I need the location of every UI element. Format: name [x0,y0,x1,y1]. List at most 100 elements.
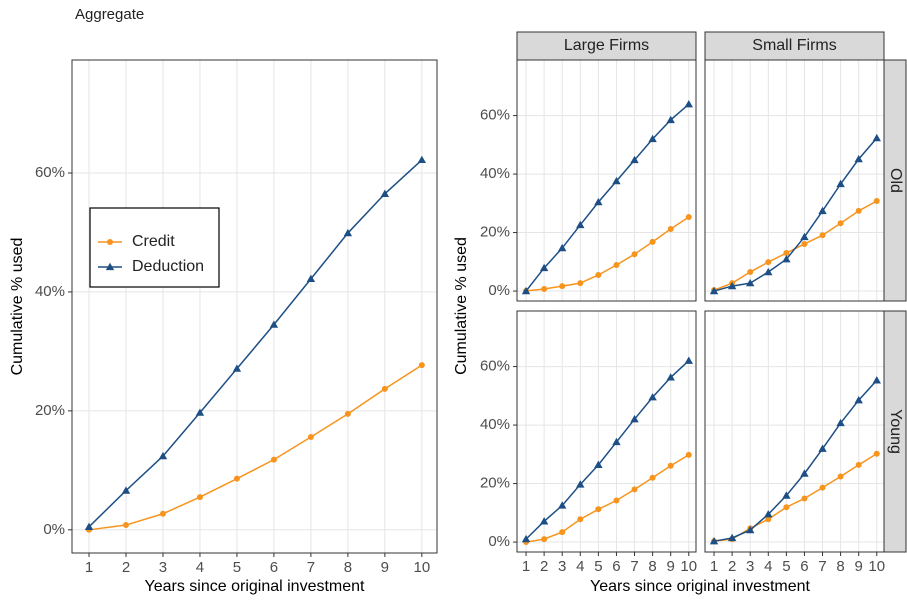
point-marker [872,376,881,384]
point-marker [631,251,638,258]
point-marker [344,410,351,417]
point-marker [854,396,863,404]
plot-background [517,311,696,552]
point-marker [380,189,390,197]
point-marker [521,286,531,295]
x-tick-label: 4 [764,558,772,575]
strip [704,31,885,61]
point-marker [765,259,772,266]
point-marker [649,474,656,481]
x-tick-label: 6 [612,558,620,575]
point-marker [612,176,621,185]
point-marker [613,497,620,504]
plot-border [516,310,697,553]
legend-box [89,207,220,288]
y-tick-label: 60% [35,164,65,181]
point-marker [854,154,863,163]
x-tick-label: 10 [413,559,430,576]
point-marker [631,486,638,493]
point-marker [107,239,113,245]
point-marker [782,491,791,499]
point-marker [84,522,94,530]
point-marker [343,228,353,237]
y-tick-label: 60% [480,107,510,124]
point-marker [539,517,549,525]
plot-background [72,60,437,553]
point-marker [576,220,585,229]
point-marker [764,510,773,518]
strip-label: Large Firms [564,37,649,54]
plot-border [516,59,697,302]
point-marker [746,525,755,534]
x-tick-label: 3 [159,559,167,576]
point-marker [873,197,880,204]
point-marker [684,356,693,364]
x-tick-label: 10 [680,558,697,575]
series-line [525,360,690,540]
point-marker [233,475,240,482]
point-marker [594,460,603,468]
x-tick-label: 4 [576,558,584,575]
x-tick-label: 1 [85,559,93,576]
x-tick-label: 6 [270,559,278,576]
x-tick-label: 7 [630,558,638,575]
point-marker [667,462,674,469]
x-tick-label: 8 [648,558,656,575]
point-marker [648,134,657,143]
point-marker [836,418,845,427]
point-marker [558,243,567,252]
y-tick-label: 0% [43,521,65,538]
point-marker [418,362,425,369]
y-tick-label: 40% [35,283,65,300]
plot-border [704,59,885,302]
point-marker [612,437,621,446]
point-marker [765,516,772,523]
x-tick-label: 8 [836,558,844,575]
point-marker [381,385,388,392]
point-marker [837,473,844,480]
x-tick-label: 7 [818,558,826,575]
y-tick-label: 20% [480,475,510,492]
point-marker [801,240,808,247]
x-tick-label: 9 [855,558,863,575]
point-marker [872,133,881,142]
x-tick-label: 2 [728,558,736,575]
point-marker [559,283,566,290]
plot-background [705,60,884,301]
point-marker [818,444,827,452]
point-marker [232,364,242,372]
point-marker [727,533,737,542]
point-marker [747,269,754,276]
y-tick-label: 20% [480,224,510,241]
point-marker [417,155,427,164]
x-tick-label: 2 [122,559,130,576]
point-marker [855,461,862,468]
x-tick-label: 5 [594,558,602,575]
point-marker [783,250,790,257]
series-line [88,364,423,531]
point-marker [307,434,314,441]
point-marker [727,281,737,290]
point-marker [195,408,205,416]
point-marker [709,286,719,295]
point-marker [782,254,791,263]
point-marker [667,226,674,233]
point-marker [269,320,279,328]
point-marker [630,155,639,164]
point-marker [684,99,693,108]
point-marker [666,115,675,124]
x-tick-label: 9 [667,558,675,575]
point-marker [594,197,603,206]
point-marker [577,280,584,287]
point-marker [306,274,316,282]
point-marker [158,451,168,460]
legend-label: Deduction [132,258,204,275]
x-tick-label: 1 [710,558,718,575]
legend-label: Credit [132,233,175,250]
point-marker [764,267,773,276]
y-tick-label: 20% [35,402,65,419]
plot-border [704,310,885,553]
series-line [713,379,878,542]
